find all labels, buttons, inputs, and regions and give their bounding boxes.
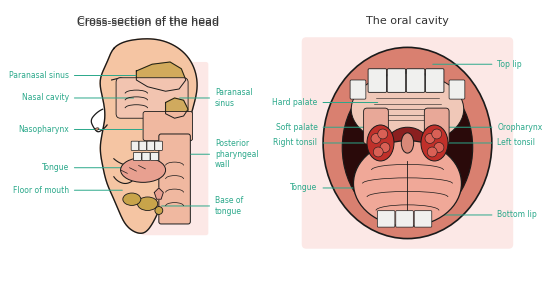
Text: Paranasal
sinus: Paranasal sinus	[180, 88, 252, 108]
Ellipse shape	[342, 71, 472, 224]
FancyBboxPatch shape	[406, 69, 425, 92]
Ellipse shape	[95, 128, 99, 130]
Circle shape	[425, 134, 435, 143]
Circle shape	[378, 129, 388, 139]
Text: Bottom lip: Bottom lip	[444, 210, 537, 219]
Ellipse shape	[354, 141, 461, 226]
Ellipse shape	[367, 125, 394, 161]
Text: Left tonsil: Left tonsil	[446, 139, 536, 147]
FancyBboxPatch shape	[368, 69, 387, 92]
Circle shape	[434, 142, 444, 152]
FancyBboxPatch shape	[141, 62, 208, 235]
Text: The oral cavity: The oral cavity	[366, 16, 449, 26]
FancyBboxPatch shape	[449, 80, 465, 99]
Text: Floor of mouth: Floor of mouth	[13, 186, 122, 195]
FancyBboxPatch shape	[155, 141, 162, 150]
Ellipse shape	[155, 207, 163, 214]
Text: Nasopharynx: Nasopharynx	[18, 125, 142, 134]
Polygon shape	[136, 62, 186, 91]
FancyBboxPatch shape	[134, 152, 141, 160]
FancyBboxPatch shape	[147, 141, 155, 150]
Circle shape	[373, 147, 383, 157]
FancyBboxPatch shape	[143, 111, 192, 141]
Circle shape	[432, 129, 442, 139]
Ellipse shape	[402, 133, 414, 153]
Circle shape	[427, 147, 437, 157]
Text: Base of
tongue: Base of tongue	[162, 196, 243, 216]
FancyBboxPatch shape	[142, 152, 150, 160]
Ellipse shape	[421, 125, 448, 161]
Title: Cross-section of the head: Cross-section of the head	[76, 18, 219, 28]
Text: Soft palate: Soft palate	[276, 123, 371, 132]
FancyBboxPatch shape	[387, 69, 406, 92]
Text: Posterior
pharyngeal
wall: Posterior pharyngeal wall	[191, 139, 258, 169]
Ellipse shape	[385, 127, 430, 168]
FancyBboxPatch shape	[396, 211, 413, 227]
Text: Hard palate: Hard palate	[272, 98, 378, 107]
Ellipse shape	[120, 158, 166, 182]
Polygon shape	[155, 188, 163, 199]
FancyBboxPatch shape	[302, 37, 513, 249]
FancyBboxPatch shape	[131, 141, 139, 150]
FancyBboxPatch shape	[116, 78, 188, 118]
FancyBboxPatch shape	[414, 211, 432, 227]
FancyBboxPatch shape	[426, 69, 444, 92]
Text: Top lip: Top lip	[433, 60, 522, 69]
FancyBboxPatch shape	[159, 134, 190, 224]
Circle shape	[371, 134, 381, 143]
FancyBboxPatch shape	[151, 152, 158, 160]
Text: Right tonsil: Right tonsil	[273, 139, 371, 147]
Text: Cross-section of the head: Cross-section of the head	[76, 16, 219, 26]
FancyBboxPatch shape	[364, 108, 388, 144]
Ellipse shape	[123, 193, 141, 205]
Text: Tongue: Tongue	[290, 184, 371, 192]
Text: Paranasal sinus: Paranasal sinus	[9, 71, 136, 80]
Circle shape	[380, 142, 390, 152]
Polygon shape	[100, 39, 197, 233]
FancyBboxPatch shape	[425, 108, 449, 144]
Text: Oropharynx: Oropharynx	[437, 123, 543, 132]
Text: Tongue: Tongue	[42, 163, 127, 172]
Ellipse shape	[323, 47, 492, 239]
Polygon shape	[166, 98, 188, 118]
FancyBboxPatch shape	[139, 141, 147, 150]
FancyBboxPatch shape	[377, 211, 395, 227]
Ellipse shape	[351, 73, 464, 145]
Text: Nasal cavity: Nasal cavity	[21, 93, 134, 103]
FancyBboxPatch shape	[350, 80, 366, 99]
Ellipse shape	[138, 197, 158, 210]
